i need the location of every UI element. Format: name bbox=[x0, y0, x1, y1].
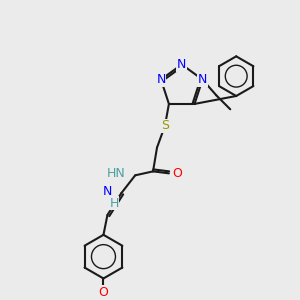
Text: N: N bbox=[156, 73, 166, 86]
Text: O: O bbox=[172, 167, 182, 180]
Text: S: S bbox=[161, 119, 169, 132]
Text: N: N bbox=[177, 58, 186, 71]
Text: H: H bbox=[110, 196, 119, 210]
Text: N: N bbox=[198, 73, 207, 86]
Text: N: N bbox=[103, 185, 112, 198]
Text: HN: HN bbox=[106, 167, 125, 180]
Text: O: O bbox=[98, 286, 108, 299]
